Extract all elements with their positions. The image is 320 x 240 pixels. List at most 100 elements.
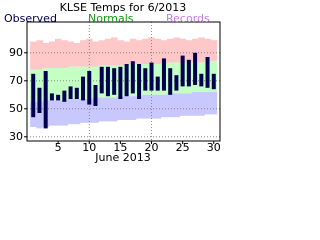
observed-bar xyxy=(130,61,135,94)
record-high-band xyxy=(204,38,211,62)
observed-bar xyxy=(31,73,36,118)
record-low-band xyxy=(98,97,106,122)
record-high-band xyxy=(61,40,68,69)
legend-entry: Normals xyxy=(88,12,134,25)
legend-entry: Observed xyxy=(4,12,57,25)
record-high-band xyxy=(210,40,218,62)
y-tick-label: 30 xyxy=(9,130,23,143)
record-low-band xyxy=(129,96,137,120)
observed-bar xyxy=(118,66,123,99)
record-high-band xyxy=(73,43,81,67)
record-low-band xyxy=(160,94,168,118)
record-low-band xyxy=(92,97,99,123)
x-tick-label: 10 xyxy=(82,141,96,154)
record-low-band xyxy=(48,100,56,126)
observed-bar xyxy=(205,57,210,88)
y-tick-label: 90 xyxy=(9,46,23,59)
x-tick-label: 25 xyxy=(176,141,190,154)
record-high-band xyxy=(123,41,131,66)
record-low-band xyxy=(191,92,199,116)
record-low-band xyxy=(179,93,187,116)
record-high-band xyxy=(179,38,187,63)
observed-bar xyxy=(43,71,48,129)
observed-bar xyxy=(49,93,54,101)
observed-bar xyxy=(74,87,79,99)
observed-bar xyxy=(56,94,61,101)
record-low-band xyxy=(79,99,87,123)
record-low-band xyxy=(123,96,131,120)
y-tick-label: 70 xyxy=(9,74,23,87)
record-low-band xyxy=(67,99,74,125)
record-high-band xyxy=(173,37,180,63)
plot-frame xyxy=(26,21,221,142)
record-high-band xyxy=(135,40,143,64)
record-high-band xyxy=(36,40,43,70)
record-high-band xyxy=(154,38,162,64)
chart-title: KLSE Temps for 6/2013 xyxy=(60,1,187,14)
record-high-band xyxy=(42,43,50,69)
observed-bar xyxy=(174,75,179,91)
record-high-band xyxy=(185,40,193,63)
record-high-band xyxy=(160,40,168,64)
normal-band xyxy=(48,68,56,101)
x-axis-label: June 2013 xyxy=(94,151,150,164)
observed-bar xyxy=(211,73,216,90)
record-low-band xyxy=(73,99,81,125)
chart: KLSE Temps for 6/2013 June 2013 30 50 70 90… xyxy=(4,1,221,164)
record-high-band xyxy=(48,41,56,69)
record-low-band xyxy=(111,97,118,122)
record-low-band xyxy=(86,99,93,123)
record-low-band xyxy=(204,92,211,115)
observed-bar xyxy=(87,71,92,105)
record-low-band xyxy=(154,94,162,119)
observed-bar xyxy=(124,64,129,97)
observed-bar xyxy=(93,85,98,106)
observed-bar xyxy=(186,59,191,87)
record-low-band xyxy=(210,92,218,115)
x-tick-label: 30 xyxy=(207,141,221,154)
y-tick-label: 50 xyxy=(9,102,23,115)
normal-band xyxy=(67,66,74,99)
record-high-band xyxy=(104,38,112,66)
observed-bar xyxy=(149,62,154,91)
observed-bar xyxy=(143,68,148,91)
record-high-band xyxy=(142,38,149,64)
record-low-band xyxy=(185,93,193,116)
record-low-band xyxy=(173,93,180,118)
legend-entry: Records xyxy=(166,12,210,25)
observed-bar xyxy=(68,86,73,99)
record-high-band xyxy=(92,41,99,67)
page: KLSE Temps for 6/2013 June 2013 30 50 70 90… xyxy=(4,1,221,164)
record-high-band xyxy=(129,38,137,64)
x-tick-label: 20 xyxy=(145,141,159,154)
record-low-band xyxy=(167,93,174,118)
observed-bar xyxy=(155,76,160,91)
record-low-band xyxy=(36,101,43,129)
record-high-band xyxy=(30,41,37,70)
observed-bar xyxy=(161,58,166,91)
record-high-band xyxy=(148,37,155,64)
normal-band xyxy=(73,66,81,99)
record-low-band xyxy=(61,100,68,126)
observed-bar xyxy=(168,68,173,95)
record-low-band xyxy=(55,100,62,126)
normal-band xyxy=(92,66,99,98)
record-high-band xyxy=(55,38,62,69)
observed-bar xyxy=(137,64,142,99)
record-low-band xyxy=(198,92,205,116)
observed-bar xyxy=(112,68,117,95)
observed-bar xyxy=(81,76,86,101)
observed-bar xyxy=(37,87,42,113)
record-high-band xyxy=(191,38,199,63)
observed-bar xyxy=(99,66,104,94)
record-high-band xyxy=(198,37,205,63)
record-low-band xyxy=(117,96,124,120)
normal-band xyxy=(36,69,43,102)
record-high-band xyxy=(98,40,106,66)
normal-band xyxy=(55,68,62,101)
record-high-band xyxy=(79,40,87,67)
record-high-band xyxy=(167,38,174,63)
record-low-band xyxy=(142,94,149,119)
record-high-band xyxy=(111,37,118,66)
observed-bar xyxy=(199,73,204,87)
